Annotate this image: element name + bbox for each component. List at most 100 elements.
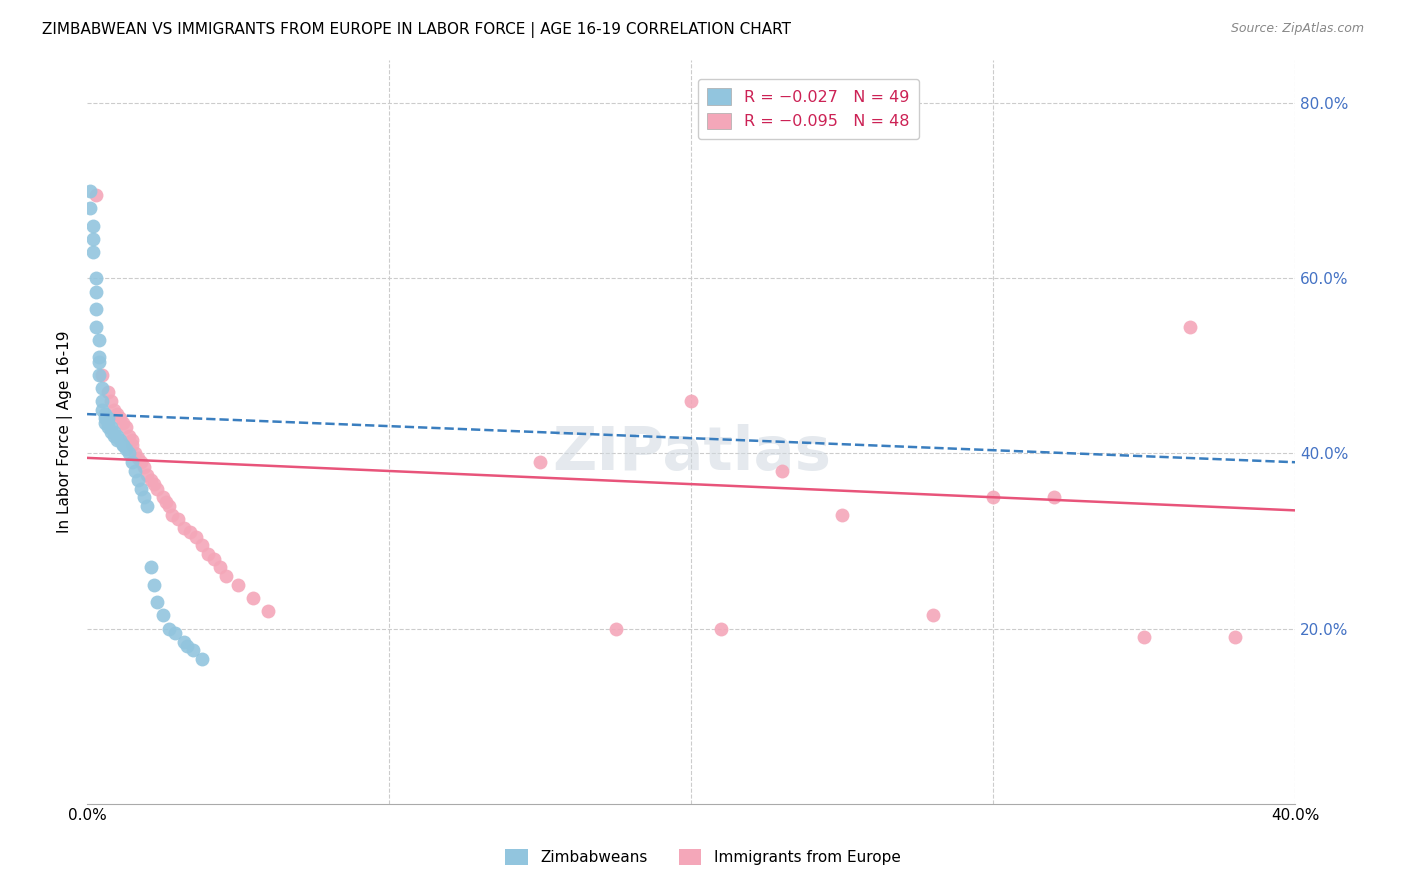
Point	[529, 455, 551, 469]
Point	[82, 219, 104, 233]
Point	[89, 333, 111, 347]
Point	[103, 402, 125, 417]
Point	[82, 245, 104, 260]
Point	[1178, 319, 1201, 334]
Point	[91, 381, 114, 395]
Point	[157, 499, 180, 513]
Point	[605, 622, 627, 636]
Point	[97, 420, 120, 434]
Point	[166, 512, 188, 526]
Point	[181, 643, 204, 657]
Point	[121, 434, 143, 448]
Point	[112, 438, 135, 452]
Point	[79, 202, 101, 216]
Point	[770, 464, 793, 478]
Point	[97, 411, 120, 425]
Point	[89, 350, 111, 364]
Point	[82, 232, 104, 246]
Legend: Zimbabweans, Immigrants from Europe: Zimbabweans, Immigrants from Europe	[499, 843, 907, 871]
Point	[173, 521, 195, 535]
Point	[134, 490, 156, 504]
Point	[124, 446, 146, 460]
Point	[226, 578, 249, 592]
Point	[94, 411, 117, 425]
Point	[176, 639, 198, 653]
Point	[136, 499, 159, 513]
Point	[97, 385, 120, 400]
Point	[84, 301, 107, 316]
Text: ZIPatlas: ZIPatlas	[551, 425, 831, 483]
Point	[89, 354, 111, 368]
Point	[157, 622, 180, 636]
Point	[89, 368, 111, 382]
Point	[118, 446, 141, 460]
Point	[983, 490, 1005, 504]
Point	[191, 652, 214, 666]
Point	[112, 438, 135, 452]
Point	[152, 608, 174, 623]
Point	[202, 551, 225, 566]
Point	[710, 622, 733, 636]
Point	[84, 285, 107, 299]
Point	[105, 429, 128, 443]
Point	[103, 429, 125, 443]
Point	[100, 420, 122, 434]
Y-axis label: In Labor Force | Age 16-19: In Labor Force | Age 16-19	[58, 330, 73, 533]
Point	[127, 473, 149, 487]
Point	[100, 425, 122, 439]
Point	[91, 394, 114, 409]
Point	[103, 425, 125, 439]
Point	[115, 442, 138, 456]
Point	[115, 420, 138, 434]
Point	[131, 455, 153, 469]
Point	[160, 508, 183, 522]
Point	[1223, 630, 1246, 644]
Point	[145, 595, 167, 609]
Point	[155, 494, 177, 508]
Point	[173, 634, 195, 648]
Point	[163, 626, 186, 640]
Point	[110, 411, 132, 425]
Text: Source: ZipAtlas.com: Source: ZipAtlas.com	[1230, 22, 1364, 36]
Point	[97, 416, 120, 430]
Point	[257, 604, 280, 618]
Point	[242, 591, 264, 605]
Point	[191, 538, 214, 552]
Point	[145, 482, 167, 496]
Point	[118, 429, 141, 443]
Point	[152, 490, 174, 504]
Point	[121, 438, 143, 452]
Point	[134, 459, 156, 474]
Point	[91, 402, 114, 417]
Point	[110, 434, 132, 448]
Point	[105, 407, 128, 421]
Point	[121, 455, 143, 469]
Point	[79, 184, 101, 198]
Legend: R = −0.027   N = 49, R = −0.095   N = 48: R = −0.027 N = 49, R = −0.095 N = 48	[697, 78, 920, 139]
Point	[91, 368, 114, 382]
Point	[208, 560, 231, 574]
Point	[84, 319, 107, 334]
Point	[139, 560, 162, 574]
Point	[197, 547, 219, 561]
Point	[131, 482, 153, 496]
Point	[105, 434, 128, 448]
Point	[142, 578, 165, 592]
Point	[139, 473, 162, 487]
Point	[136, 468, 159, 483]
Point	[94, 407, 117, 421]
Point	[681, 394, 703, 409]
Point	[84, 271, 107, 285]
Point	[831, 508, 853, 522]
Point	[179, 525, 201, 540]
Point	[1133, 630, 1156, 644]
Point	[215, 569, 238, 583]
Point	[94, 416, 117, 430]
Point	[100, 394, 122, 409]
Point	[124, 464, 146, 478]
Point	[184, 530, 207, 544]
Point	[1042, 490, 1064, 504]
Text: ZIMBABWEAN VS IMMIGRANTS FROM EUROPE IN LABOR FORCE | AGE 16-19 CORRELATION CHAR: ZIMBABWEAN VS IMMIGRANTS FROM EUROPE IN …	[42, 22, 792, 38]
Point	[142, 477, 165, 491]
Point	[922, 608, 945, 623]
